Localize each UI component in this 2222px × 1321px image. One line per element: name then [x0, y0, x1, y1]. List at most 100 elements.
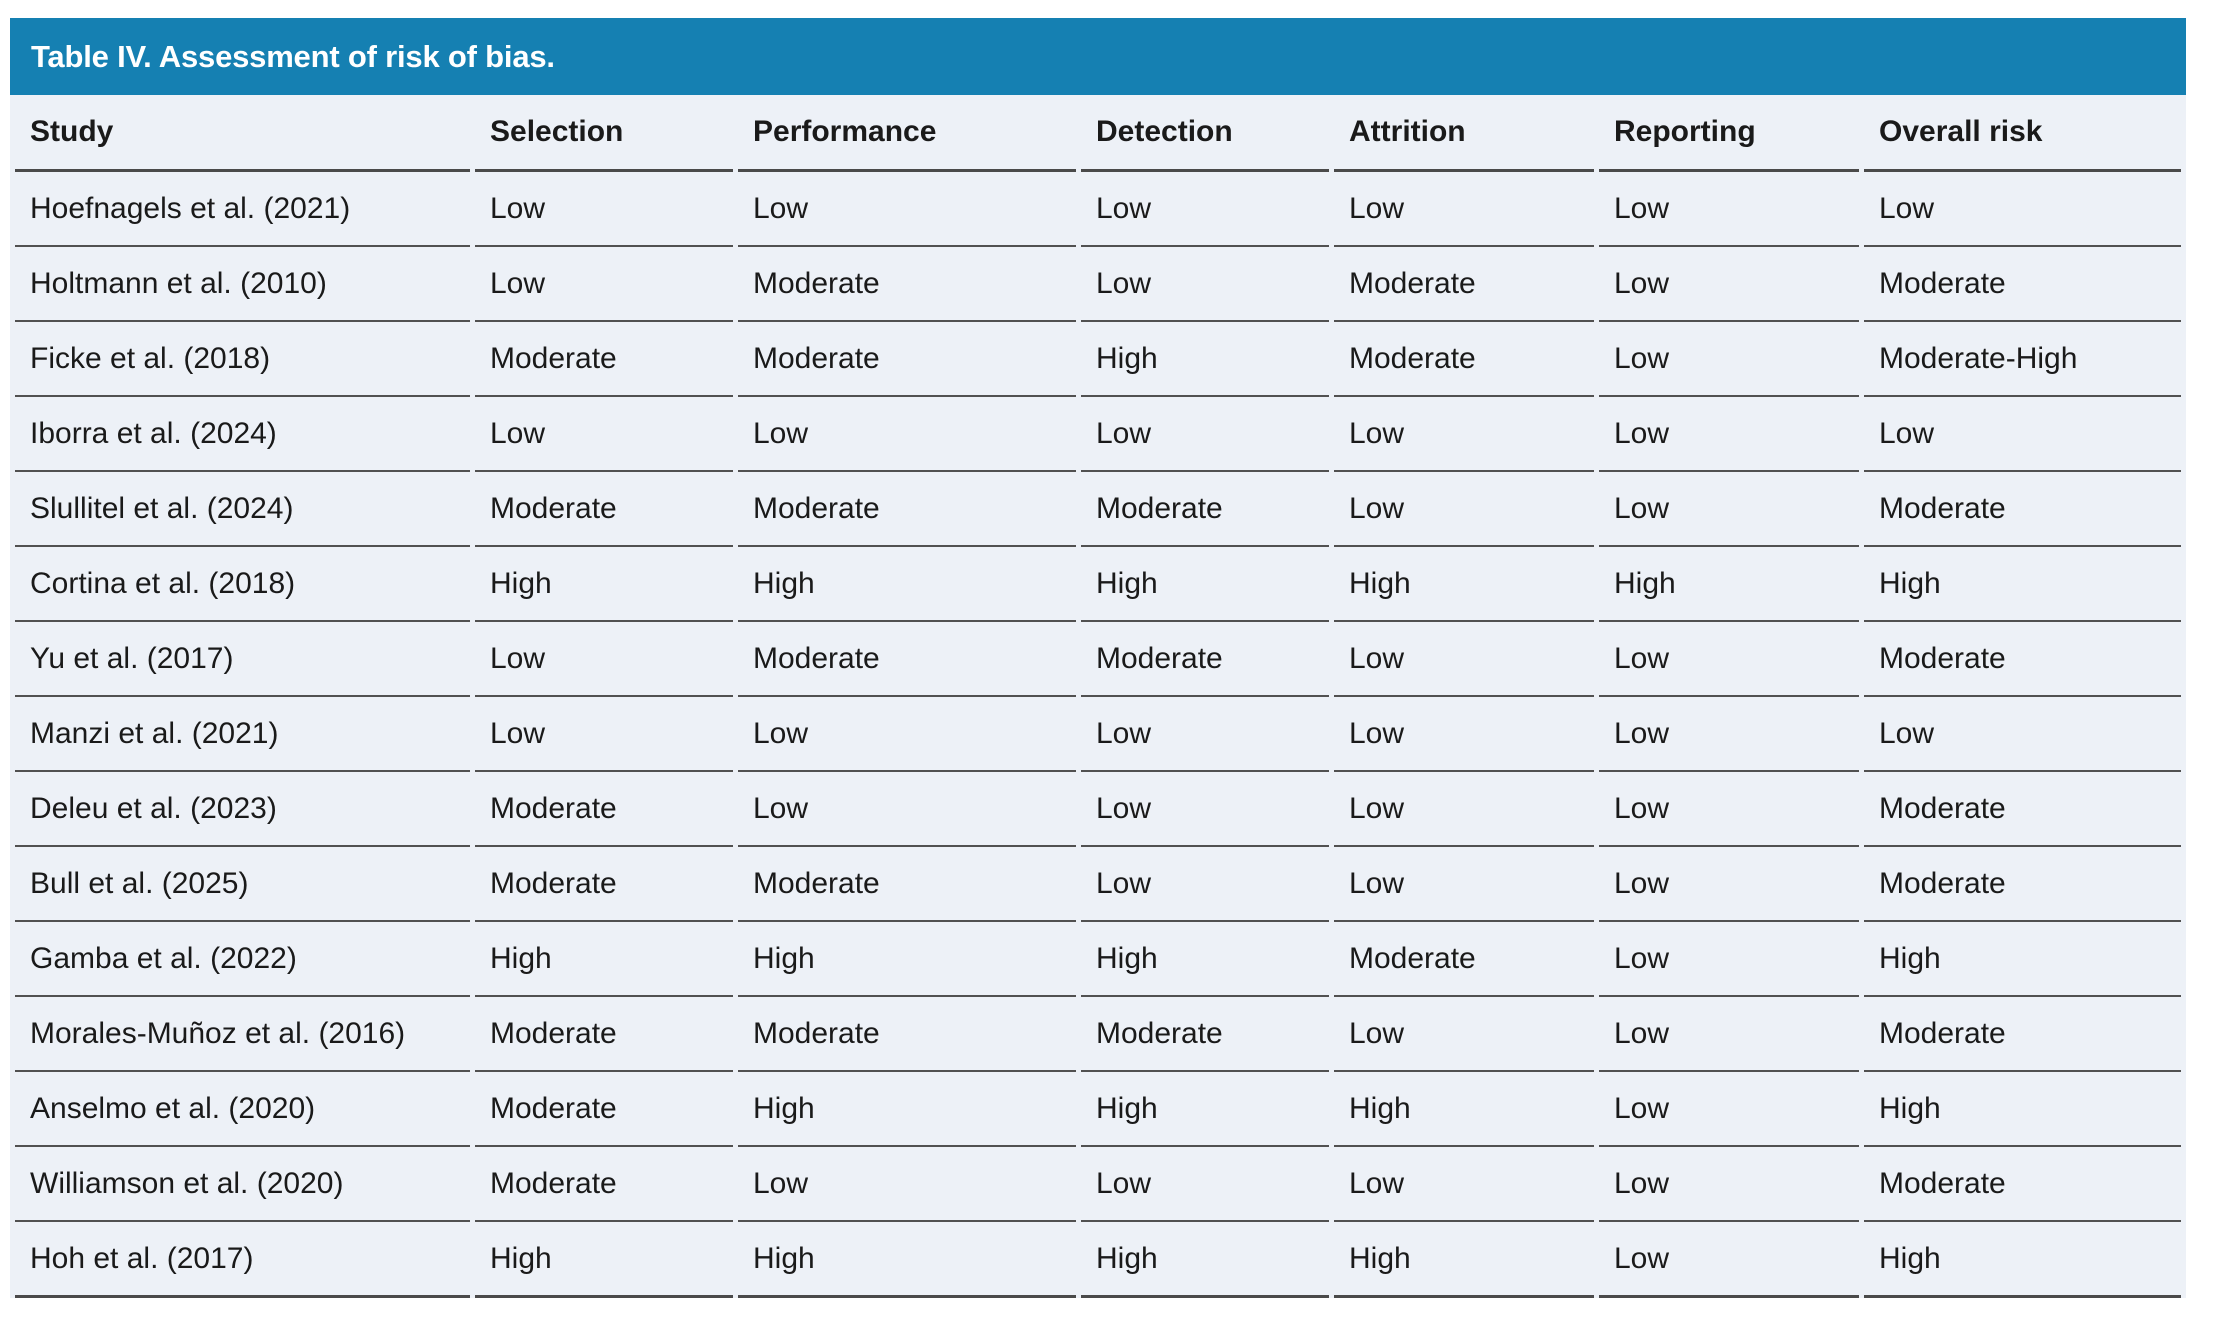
risk-cell: High [1081, 547, 1329, 622]
risk-cell: Low [1599, 322, 1859, 397]
risk-cell: Low [738, 772, 1076, 847]
study-cell: Iborra et al. (2024) [15, 397, 470, 472]
risk-cell: Moderate [738, 997, 1076, 1072]
risk-cell: Low [1599, 1072, 1859, 1147]
risk-cell: High [1334, 1222, 1594, 1298]
table-row: Deleu et al. (2023) Moderate Low Low Low Low M… [15, 772, 2181, 847]
risk-cell: Low [1081, 247, 1329, 322]
risk-cell: High [475, 1222, 733, 1298]
table-row: Holtmann et al. (2010) Low Moderate Low Mode… [15, 247, 2181, 322]
risk-cell: Low [475, 172, 733, 247]
risk-cell: Low [1864, 397, 2181, 472]
risk-cell: Moderate [738, 847, 1076, 922]
study-cell: Yu et al. (2017) [15, 622, 470, 697]
risk-cell: Moderate [1334, 322, 1594, 397]
risk-cell: Low [475, 622, 733, 697]
column-header: Attrition [1334, 95, 1594, 172]
risk-cell: High [1081, 922, 1329, 997]
risk-cell: Low [738, 397, 1076, 472]
table-row: Ficke et al. (2018) Moderate Moderate High M… [15, 322, 2181, 397]
table-row: Cortina et al. (2018) High High High High Hig… [15, 547, 2181, 622]
risk-cell: Moderate [475, 772, 733, 847]
risk-cell: High [1334, 547, 1594, 622]
risk-cell: High [475, 547, 733, 622]
risk-cell: Low [1599, 922, 1859, 997]
risk-cell: High [738, 547, 1076, 622]
risk-cell: High [738, 922, 1076, 997]
risk-cell: Low [738, 172, 1076, 247]
risk-cell: Low [1334, 472, 1594, 547]
risk-cell: Moderate [738, 622, 1076, 697]
risk-cell: High [1864, 922, 2181, 997]
risk-cell: Moderate [475, 322, 733, 397]
risk-cell: Moderate [1334, 922, 1594, 997]
risk-cell: Low [1599, 397, 1859, 472]
header-row: Study Selection Performance Detection Attrit… [15, 95, 2181, 172]
table-row: Bull et al. (2025) Moderate Moderate Low Low… [15, 847, 2181, 922]
risk-cell: Low [1334, 622, 1594, 697]
table-row: Hoefnagels et al. (2021) Low Low Low Low Low L… [15, 172, 2181, 247]
table-title: Table IV. Assessment of risk of bias. [31, 38, 555, 74]
study-cell: Morales-Muñoz et al. (2016) [15, 997, 470, 1072]
risk-cell: Low [1081, 772, 1329, 847]
risk-cell: Moderate [1334, 247, 1594, 322]
risk-cell: Low [1599, 622, 1859, 697]
risk-cell: Low [1599, 172, 1859, 247]
risk-cell: High [1081, 1222, 1329, 1298]
column-header: Detection [1081, 95, 1329, 172]
risk-cell: Low [1599, 247, 1859, 322]
risk-cell: Low [1599, 1147, 1859, 1222]
table-body: Hoefnagels et al. (2021) Low Low Low Low Low L… [15, 172, 2181, 1298]
risk-cell: High [475, 922, 733, 997]
risk-cell: High [1599, 547, 1859, 622]
study-cell: Anselmo et al. (2020) [15, 1072, 470, 1147]
risk-cell: High [738, 1072, 1076, 1147]
risk-cell: Low [1334, 847, 1594, 922]
column-header: Performance [738, 95, 1076, 172]
risk-cell: Moderate [475, 847, 733, 922]
risk-of-bias-table: Table IV. Assessment of risk of bias. St… [10, 18, 2186, 1298]
study-cell: Gamba et al. (2022) [15, 922, 470, 997]
risk-cell: High [1081, 322, 1329, 397]
study-cell: Deleu et al. (2023) [15, 772, 470, 847]
table-row: Morales-Muñoz et al. (2016) Moderate Moder… [15, 997, 2181, 1072]
risk-cell: Moderate [1864, 847, 2181, 922]
column-header: Study [15, 95, 470, 172]
risk-cell: High [1864, 547, 2181, 622]
risk-cell: Low [1599, 847, 1859, 922]
table-row: Anselmo et al. (2020) Moderate High High Hig… [15, 1072, 2181, 1147]
table-row: Manzi et al. (2021) Low Low Low Low Low Low [15, 697, 2181, 772]
risk-cell: Low [1081, 397, 1329, 472]
data-table: Study Selection Performance Detection Attrit… [10, 95, 2186, 1298]
risk-cell: Moderate [475, 1147, 733, 1222]
table-row: Hoh et al. (2017) High High High High Low High [15, 1222, 2181, 1298]
study-cell: Hoh et al. (2017) [15, 1222, 470, 1298]
risk-cell: Moderate [1864, 472, 2181, 547]
risk-cell: Moderate [1081, 997, 1329, 1072]
column-header: Overall risk [1864, 95, 2181, 172]
risk-cell: Low [738, 1147, 1076, 1222]
study-cell: Williamson et al. (2020) [15, 1147, 470, 1222]
table-row: Gamba et al. (2022) High High High Moderate L… [15, 922, 2181, 997]
study-cell: Holtmann et al. (2010) [15, 247, 470, 322]
risk-cell: Low [1334, 1147, 1594, 1222]
table-title-bar: Table IV. Assessment of risk of bias. [10, 18, 2186, 95]
risk-cell: Moderate [738, 472, 1076, 547]
risk-cell: Low [1334, 997, 1594, 1072]
risk-cell: Moderate [738, 322, 1076, 397]
risk-cell: Low [475, 247, 733, 322]
risk-cell: High [1864, 1222, 2181, 1298]
study-cell: Ficke et al. (2018) [15, 322, 470, 397]
risk-cell: Moderate [475, 997, 733, 1072]
risk-cell: Moderate [1864, 622, 2181, 697]
risk-cell: Low [738, 697, 1076, 772]
risk-cell: Low [1081, 1147, 1329, 1222]
risk-cell: Low [1334, 772, 1594, 847]
risk-cell: Low [1081, 172, 1329, 247]
risk-cell: Low [1864, 172, 2181, 247]
risk-cell: Moderate [475, 1072, 733, 1147]
risk-cell: High [1864, 1072, 2181, 1147]
risk-cell: Moderate [475, 472, 733, 547]
risk-cell: Low [1599, 772, 1859, 847]
